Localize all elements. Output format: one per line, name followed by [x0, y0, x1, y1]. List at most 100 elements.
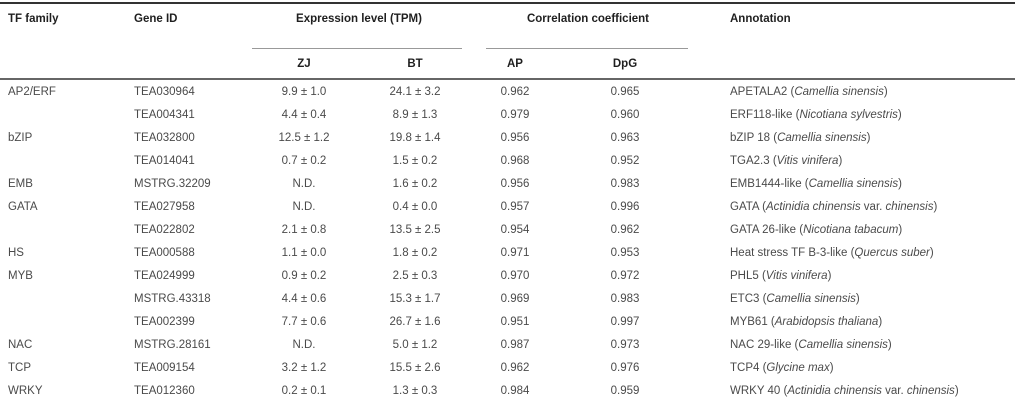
bt-expression-cell: 13.5 ± 2.5: [389, 223, 441, 236]
tf-family-cell: NAC: [8, 338, 33, 351]
col-header-annotation: Annotation: [730, 13, 791, 25]
col-header-dpg: DpG: [612, 57, 638, 70]
gene-id-cell: TEA027958: [134, 200, 195, 213]
zj-expression-cell: 1.1 ± 0.0: [281, 246, 327, 259]
correlation-group-label: Correlation coefficient: [526, 13, 650, 25]
zj-expression-cell: 12.5 ± 1.2: [278, 131, 330, 144]
col-header-ap: AP: [507, 57, 523, 70]
gene-id-cell: TEA030964: [134, 85, 195, 98]
ap-correlation-cell: 0.956: [500, 177, 530, 190]
table-row: TEA002399 7.7 ± 0.6 26.7 ± 1.6 0.951 0.9…: [0, 310, 1015, 333]
ap-correlation-cell: 0.956: [500, 131, 530, 144]
expression-group-rule: [252, 48, 462, 49]
dpg-correlation-cell: 0.959: [610, 384, 640, 397]
annotation-cell: NAC 29-like (Camellia sinensis): [730, 338, 892, 351]
bt-expression-cell: 19.8 ± 1.4: [389, 131, 441, 144]
dpg-correlation-cell: 0.996: [610, 200, 640, 213]
zj-expression-cell: N.D.: [292, 200, 316, 213]
tf-family-cell: AP2/ERF: [8, 85, 56, 98]
dpg-correlation-cell: 0.960: [610, 108, 640, 121]
ap-correlation-cell: 0.962: [500, 361, 530, 374]
dpg-correlation-cell: 0.963: [610, 131, 640, 144]
ap-correlation-cell: 0.969: [500, 292, 530, 305]
bt-expression-cell: 1.8 ± 0.2: [392, 246, 438, 259]
zj-expression-cell: 4.4 ± 0.6: [281, 292, 327, 305]
gene-id-cell: TEA009154: [134, 361, 195, 374]
bt-expression-cell: 2.5 ± 0.3: [392, 269, 438, 282]
tf-family-cell: [0, 310, 120, 333]
table-row: HS TEA000588 1.1 ± 0.0 1.8 ± 0.2 0.971 0…: [0, 241, 1015, 264]
zj-expression-cell: 0.2 ± 0.1: [281, 384, 327, 397]
table-row: MSTRG.43318 4.4 ± 0.6 15.3 ± 1.7 0.969 0…: [0, 287, 1015, 310]
zj-expression-cell: 0.9 ± 0.2: [281, 269, 327, 282]
tf-family-cell: [0, 218, 120, 241]
col-header-gene-id: Gene ID: [134, 13, 178, 25]
ap-correlation-cell: 0.971: [500, 246, 530, 259]
dpg-correlation-cell: 0.972: [610, 269, 640, 282]
ap-correlation-cell: 0.962: [500, 85, 530, 98]
dpg-correlation-cell: 0.953: [610, 246, 640, 259]
tf-family-cell: EMB: [8, 177, 33, 190]
tf-family-cell: GATA: [8, 200, 38, 213]
annotation-cell: ERF118-like (Nicotiana sylvestris): [730, 108, 902, 121]
col-header-bt: BT: [407, 57, 423, 70]
gene-id-cell: TEA000588: [134, 246, 195, 259]
dpg-correlation-cell: 0.976: [610, 361, 640, 374]
bt-expression-cell: 8.9 ± 1.3: [392, 108, 438, 121]
tf-family-cell: MYB: [8, 269, 33, 282]
header-row-groups: TF family Gene ID Expression level (TPM)…: [0, 3, 1015, 49]
annotation-cell: WRKY 40 (Actinidia chinensis var. chinen…: [730, 384, 959, 397]
col-header-zj: ZJ: [297, 57, 311, 70]
gene-id-cell: TEA004341: [134, 108, 195, 121]
dpg-correlation-cell: 0.965: [610, 85, 640, 98]
annotation-cell: PHL5 (Vitis vinifera): [730, 269, 832, 282]
table-row: EMB MSTRG.32209 N.D. 1.6 ± 0.2 0.956 0.9…: [0, 172, 1015, 195]
zj-expression-cell: 4.4 ± 0.4: [281, 108, 327, 121]
gene-id-cell: MSTRG.43318: [134, 292, 211, 305]
tf-family-cell: [0, 287, 120, 310]
table-row: TEA004341 4.4 ± 0.4 8.9 ± 1.3 0.979 0.96…: [0, 103, 1015, 126]
tf-family-cell: WRKY: [8, 384, 43, 397]
table-row: WRKY TEA012360 0.2 ± 0.1 1.3 ± 0.3 0.984…: [0, 379, 1015, 402]
dpg-correlation-cell: 0.952: [610, 154, 640, 167]
zj-expression-cell: N.D.: [292, 338, 316, 351]
annotation-cell: TCP4 (Glycine max): [730, 361, 834, 374]
gene-id-cell: MSTRG.28161: [134, 338, 211, 351]
col-group-correlation-coefficient: Correlation coefficient: [470, 3, 690, 49]
dpg-correlation-cell: 0.997: [610, 315, 640, 328]
gene-id-cell: TEA022802: [134, 223, 195, 236]
gene-id-cell: TEA024999: [134, 269, 195, 282]
zj-expression-cell: N.D.: [292, 177, 316, 190]
ap-correlation-cell: 0.987: [500, 338, 530, 351]
bt-expression-cell: 26.7 ± 1.6: [389, 315, 441, 328]
bt-expression-cell: 1.5 ± 0.2: [392, 154, 438, 167]
gene-id-cell: TEA012360: [134, 384, 195, 397]
gene-id-cell: TEA032800: [134, 131, 195, 144]
tf-family-cell: [0, 149, 120, 172]
bt-expression-cell: 1.3 ± 0.3: [392, 384, 438, 397]
gene-id-cell: MSTRG.32209: [134, 177, 211, 190]
annotation-cell: Heat stress TF B-3-like (Quercus suber): [730, 246, 934, 259]
bt-expression-cell: 15.5 ± 2.6: [389, 361, 441, 374]
bt-expression-cell: 0.4 ± 0.0: [392, 200, 438, 213]
table-row: GATA TEA027958 N.D. 0.4 ± 0.0 0.957 0.99…: [0, 195, 1015, 218]
table-row: TEA022802 2.1 ± 0.8 13.5 ± 2.5 0.954 0.9…: [0, 218, 1015, 241]
bt-expression-cell: 24.1 ± 3.2: [389, 85, 441, 98]
expression-group-label: Expression level (TPM): [296, 13, 422, 25]
zj-expression-cell: 0.7 ± 0.2: [281, 154, 327, 167]
table-row: NAC MSTRG.28161 N.D. 5.0 ± 1.2 0.987 0.9…: [0, 333, 1015, 356]
annotation-cell: TGA2.3 (Vitis vinifera): [730, 154, 843, 167]
gene-id-cell: TEA014041: [134, 154, 195, 167]
tf-family-cell: bZIP: [8, 131, 33, 144]
ap-correlation-cell: 0.984: [500, 384, 530, 397]
annotation-cell: GATA 26-like (Nicotiana tabacum): [730, 223, 903, 236]
annotation-cell: EMB1444-like (Camellia sinensis): [730, 177, 902, 190]
dpg-correlation-cell: 0.973: [610, 338, 640, 351]
table-body: AP2/ERF TEA030964 9.9 ± 1.0 24.1 ± 3.2 0…: [0, 79, 1015, 402]
correlation-group-rule: [486, 48, 688, 49]
annotation-cell: ETC3 (Camellia sinensis): [730, 292, 860, 305]
zj-expression-cell: 7.7 ± 0.6: [281, 315, 327, 328]
dpg-correlation-cell: 0.983: [610, 177, 640, 190]
ap-correlation-cell: 0.951: [500, 315, 530, 328]
